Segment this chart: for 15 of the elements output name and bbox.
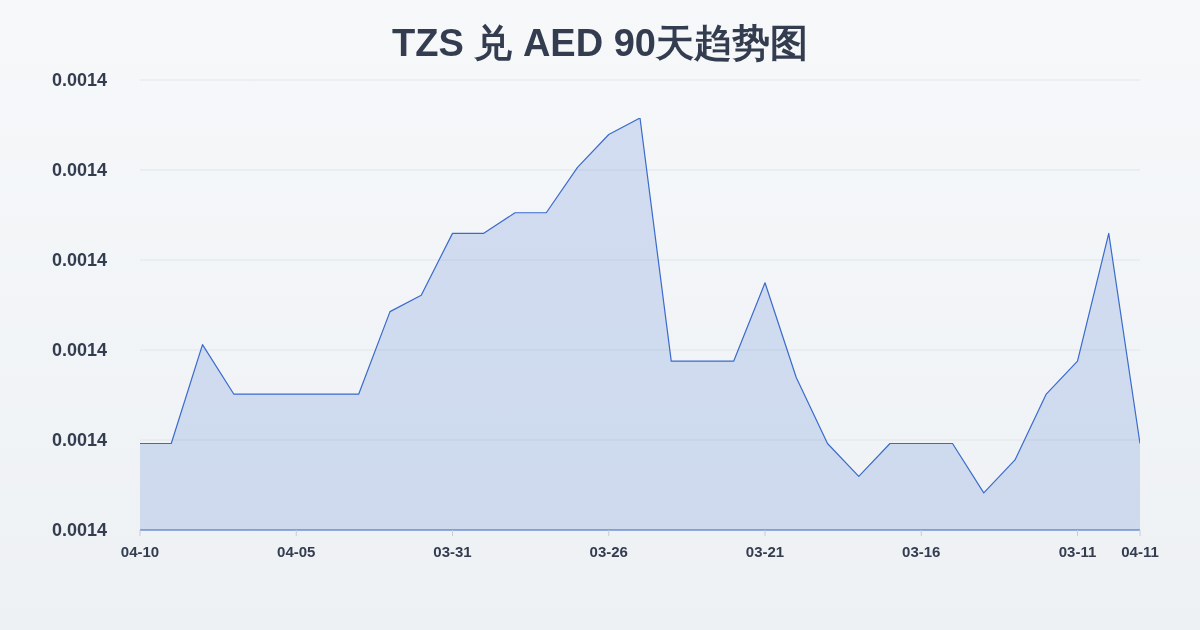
x-tick-label: 03-26 — [589, 543, 628, 561]
x-tick-label: 03-31 — [433, 543, 472, 561]
text: 0.0014 — [52, 520, 108, 541]
text: 0.0014 — [52, 70, 108, 91]
x-tick-label: 03-11 — [1058, 543, 1097, 561]
text: 0.0014 — [52, 430, 108, 451]
x-tick-label: 04-11 — [1121, 543, 1159, 561]
chart-title: TZS 兑 AED 90天趋势图 — [391, 21, 809, 66]
x-tick-label: 03-21 — [745, 543, 785, 561]
x-tick-label: 04-10 — [120, 543, 160, 561]
x-tick-label: 03-16 — [902, 543, 941, 561]
x-tick-label: 04-05 — [277, 543, 316, 561]
text: 0.0014 — [52, 250, 108, 271]
text: 0.0014 — [52, 340, 108, 361]
text: 0.0014 — [52, 160, 108, 181]
